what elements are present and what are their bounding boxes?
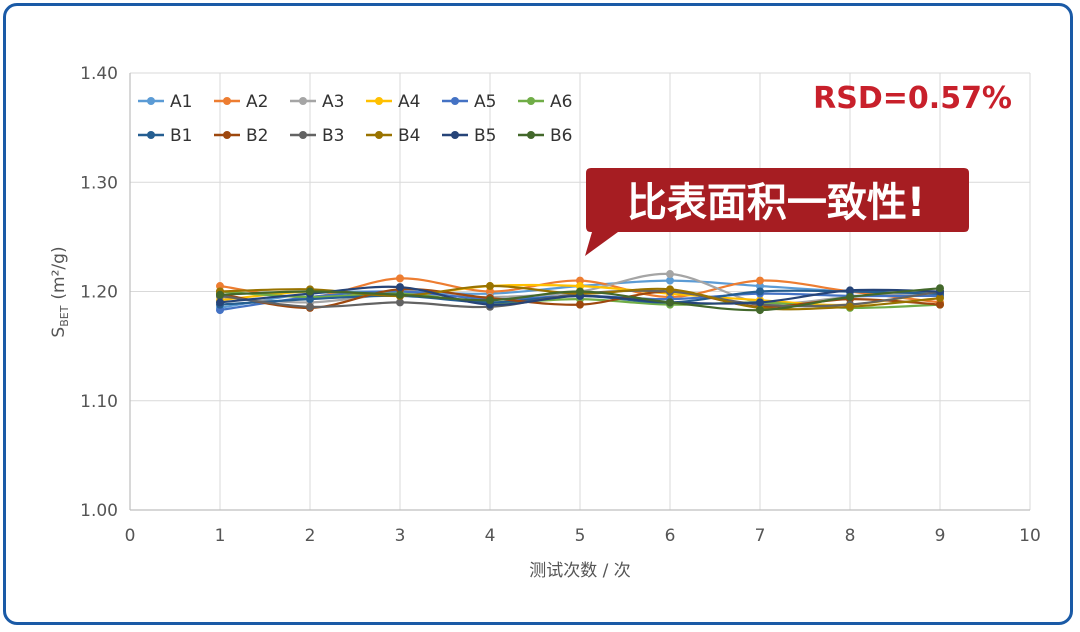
callout-text: 比表面积一致性! <box>627 180 925 226</box>
legend-swatch-marker <box>299 97 307 105</box>
y-axis-label-main: S <box>49 327 69 338</box>
legend-label: B5 <box>474 126 496 146</box>
legend-item-a2: A2 <box>214 92 268 112</box>
legend-label: A2 <box>246 92 268 112</box>
legend-item-b5: B5 <box>442 126 496 146</box>
legend-swatch-marker <box>451 131 459 139</box>
x-tick-label: 1 <box>215 526 226 546</box>
data-point-b5 <box>846 286 854 295</box>
y-tick-label: 1.40 <box>80 64 118 84</box>
y-axis-label-unit: (m²/g) <box>49 246 69 299</box>
legend-label: B4 <box>398 126 420 146</box>
legend-item-a6: A6 <box>518 92 572 112</box>
data-point-b6 <box>666 298 674 307</box>
x-tick-label: 7 <box>755 526 766 546</box>
legend-swatch-marker <box>527 97 535 105</box>
legend-swatch-marker <box>299 131 307 139</box>
legend-label: A6 <box>550 92 572 112</box>
data-point-b6 <box>756 306 764 315</box>
rsd-annotation: RSD=0.57% <box>813 81 1012 116</box>
legend-swatch-marker <box>375 97 383 105</box>
series-b6 <box>216 284 944 315</box>
x-tick-label: 8 <box>845 526 856 546</box>
legend-label: B3 <box>322 126 344 146</box>
legend-item-b4: B4 <box>366 126 420 146</box>
callout-shape <box>585 168 969 256</box>
legend-item-b3: B3 <box>290 126 344 146</box>
x-tick-label: 9 <box>935 526 946 546</box>
legend-swatch-marker <box>223 131 231 139</box>
legend-item-a4: A4 <box>366 92 420 112</box>
legend-label: A4 <box>398 92 420 112</box>
data-point-a2 <box>396 274 404 283</box>
legend-item-a5: A5 <box>442 92 496 112</box>
y-tick-label: 1.10 <box>80 392 118 412</box>
legend-swatch-marker <box>451 97 459 105</box>
legend-item-b1: B1 <box>138 126 192 146</box>
x-axis-label: 测试次数 / 次 <box>529 561 631 581</box>
legend-label: A5 <box>474 92 496 112</box>
callout-box: 比表面积一致性! <box>585 168 969 256</box>
x-tick-label: 4 <box>485 526 496 546</box>
legend-label: B6 <box>550 126 572 146</box>
data-point-b3 <box>396 298 404 307</box>
data-point-b2 <box>576 300 584 309</box>
data-point-a2 <box>756 276 764 285</box>
data-point-b6 <box>216 290 224 299</box>
data-point-b4 <box>846 302 854 311</box>
data-point-b6 <box>846 292 854 301</box>
legend: A1 A2 A3 A4 A5 A6 B1 B2 B3 B4 B5 B6 <box>138 92 572 146</box>
x-tick-label: 2 <box>305 526 316 546</box>
legend-label: B1 <box>170 126 192 146</box>
y-axis-label-subscript: BET <box>58 305 71 326</box>
chart-frame <box>3 3 1073 625</box>
y-tick-label: 1.30 <box>80 173 118 193</box>
x-tick-label: 10 <box>1019 526 1041 546</box>
legend-swatch-marker <box>375 131 383 139</box>
data-point-b6 <box>936 284 944 293</box>
legend-label: A3 <box>322 92 344 112</box>
x-tick-label: 3 <box>395 526 406 546</box>
legend-label: B2 <box>246 126 268 146</box>
tick-layer: 0 1 2 3 4 5 6 7 8 9 10 1.00 1.10 1.20 1.30 1.40 <box>80 64 1041 546</box>
legend-swatch-marker <box>527 131 535 139</box>
y-tick-label: 1.20 <box>80 283 118 303</box>
data-point-b4 <box>936 294 944 303</box>
legend-swatch-marker <box>147 97 155 105</box>
data-point-b6 <box>486 296 494 305</box>
legend-item-b2: B2 <box>214 126 268 146</box>
legend-item-a1: A1 <box>138 92 192 112</box>
data-point-b5 <box>216 298 224 307</box>
legend-swatch-marker <box>223 97 231 105</box>
data-point-b5 <box>396 283 404 292</box>
legend-item-b6: B6 <box>518 126 572 146</box>
y-tick-label: 1.00 <box>80 501 118 521</box>
data-point-a3 <box>666 270 674 279</box>
y-axis-label: SBET (m²/g) <box>49 246 71 337</box>
x-tick-label: 5 <box>575 526 586 546</box>
legend-item-a3: A3 <box>290 92 344 112</box>
data-point-b4 <box>666 285 674 294</box>
data-point-b6 <box>396 290 404 299</box>
data-point-b2 <box>936 300 944 309</box>
x-tick-label: 6 <box>665 526 676 546</box>
legend-label: A1 <box>170 92 192 112</box>
data-point-b1 <box>756 287 764 296</box>
data-point-b4 <box>486 282 494 291</box>
data-point-b3 <box>306 302 314 311</box>
data-point-b6 <box>576 287 584 296</box>
series-layer <box>216 270 944 315</box>
data-point-b6 <box>306 287 314 296</box>
legend-swatch-marker <box>147 131 155 139</box>
data-point-b5 <box>756 298 764 307</box>
data-point-a1 <box>666 276 674 285</box>
x-tick-label: 0 <box>125 526 136 546</box>
